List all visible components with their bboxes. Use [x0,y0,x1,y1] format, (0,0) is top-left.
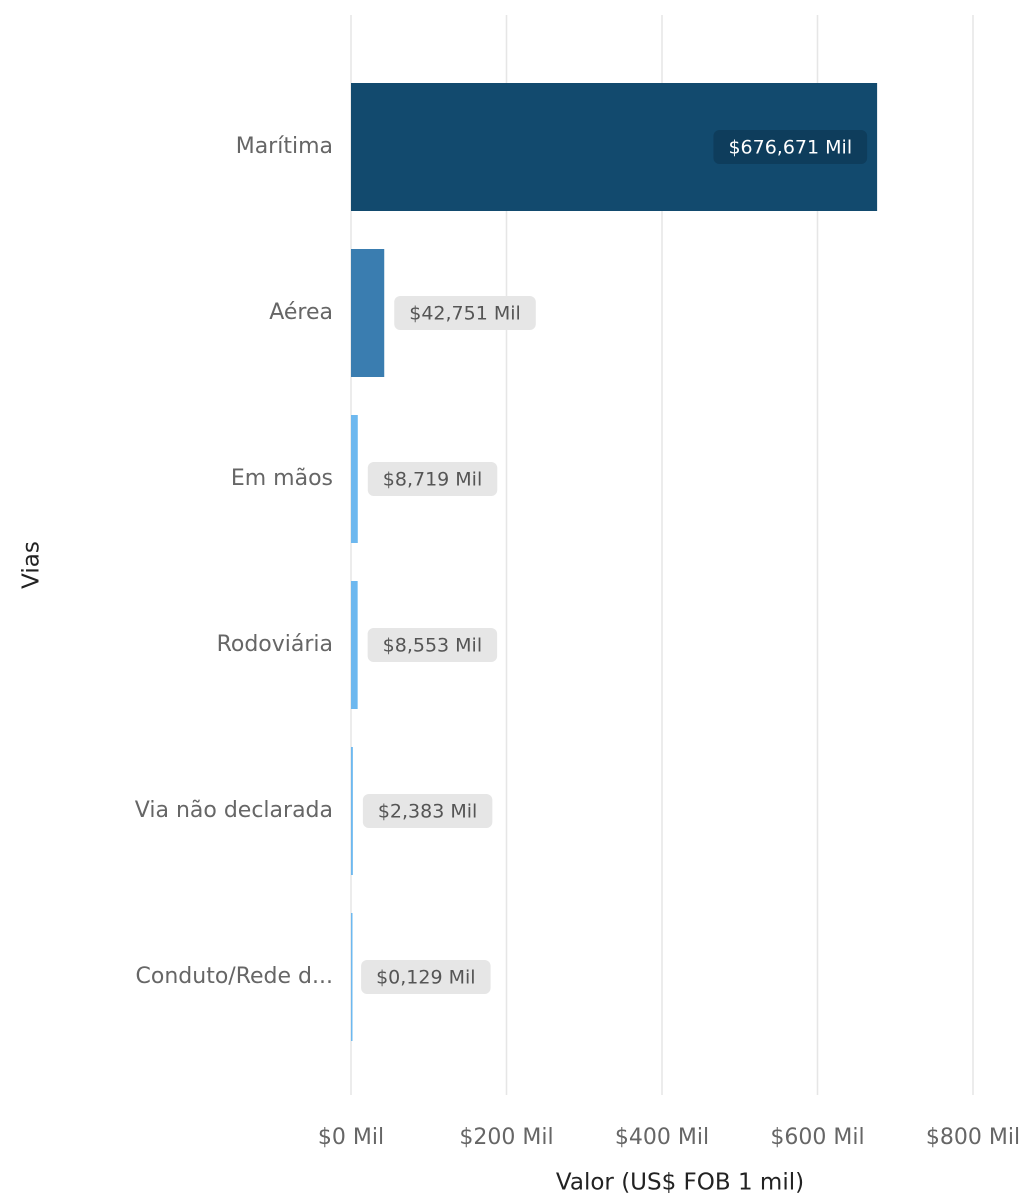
bar [351,747,353,875]
y-tick-label: Via não declarada [135,798,333,823]
x-tick-label: $400 Mil [615,1125,709,1150]
data-label: $8,719 Mil [367,462,498,496]
x-tick-label: $600 Mil [770,1125,864,1150]
bar [351,913,353,1041]
data-label: $42,751 Mil [394,296,536,330]
bar [351,249,385,377]
data-label: $676,671 Mil [713,130,868,164]
data-label-box [394,296,536,330]
data-label-box [362,794,493,828]
x-tick-label: $200 Mil [459,1125,553,1150]
y-tick-label: Em mãos [231,466,333,491]
data-label-text: $676,671 Mil [728,137,852,159]
data-label-box [361,960,491,994]
data-label: $8,553 Mil [367,628,498,662]
data-label-box [367,462,498,496]
x-tick-label: $800 Mil [926,1125,1020,1150]
data-label-text: $42,751 Mil [409,303,521,325]
data-label-text: $8,719 Mil [383,469,482,491]
data-label-text: $2,383 Mil [378,801,477,823]
bar [351,581,358,709]
data-label-box [367,628,498,662]
y-tick-label: Aérea [269,300,333,325]
y-tick-label: Conduto/Rede d... [136,964,333,989]
y-tick-label: Rodoviária [217,632,333,657]
y-axis-title: Vias [19,541,45,589]
x-axis-title: Valor (US$ FOB 1 mil) [556,1170,804,1196]
data-label: $2,383 Mil [362,794,493,828]
x-tick-label: $0 Mil [318,1125,384,1150]
data-label: $0,129 Mil [361,960,491,994]
data-label-text: $0,129 Mil [376,967,475,989]
data-label-box [713,130,868,164]
bar [351,415,358,543]
y-tick-label: Marítima [236,134,333,159]
data-label-text: $8,553 Mil [383,635,482,657]
